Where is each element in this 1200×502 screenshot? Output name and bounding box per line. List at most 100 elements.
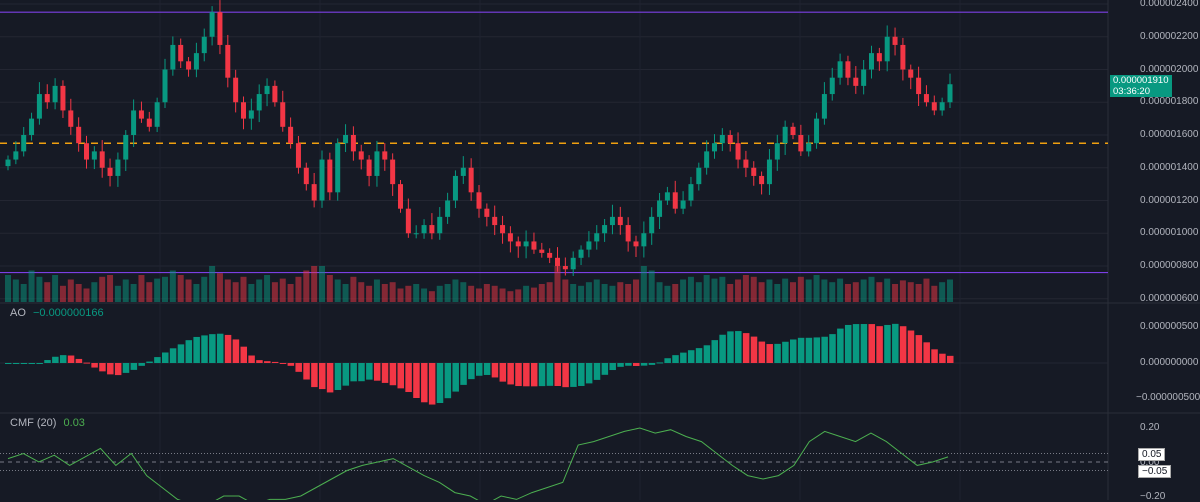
ao-bar: [216, 333, 224, 363]
volume-bar: [844, 284, 851, 302]
ao-legend[interactable]: AO −0.000000166: [10, 307, 104, 319]
volume-bar: [915, 284, 922, 302]
volume-bar: [28, 270, 35, 302]
volume-bar: [907, 282, 914, 302]
ao-bar: [319, 363, 326, 390]
y-axis-tick: 0.000001600: [1140, 129, 1199, 140]
volume-bar: [36, 276, 43, 302]
ao-bar: [625, 363, 632, 366]
ao-bar: [468, 363, 475, 380]
ao-bar: [821, 336, 828, 363]
candle-body: [241, 102, 246, 119]
candle-body: [931, 102, 937, 111]
ao-bar: [562, 363, 569, 388]
candle-body: [186, 61, 192, 70]
candle-body: [5, 159, 11, 167]
volume-bar: [711, 278, 718, 302]
candle-body: [806, 143, 812, 152]
ao-bar: [570, 363, 577, 387]
candle-body: [413, 233, 419, 235]
volume-bar: [562, 279, 569, 302]
y-axis-tick: 0.000002400: [1140, 0, 1199, 9]
ao-bar: [264, 361, 271, 363]
volume-bar: [609, 285, 616, 302]
candle-body: [657, 200, 663, 217]
ao-bar: [83, 362, 90, 364]
candle-body: [335, 143, 341, 193]
candle-body: [625, 225, 631, 242]
candle-body: [939, 102, 945, 111]
ao-bar: [931, 349, 938, 363]
candle-body: [476, 192, 482, 209]
ao-bar: [554, 363, 561, 386]
volume-bar: [295, 276, 302, 302]
candle-body: [170, 44, 176, 70]
ao-tick: 0.000000000: [1140, 357, 1199, 368]
ao-bar: [711, 340, 718, 363]
volume-bar: [750, 276, 757, 302]
ao-bar: [20, 363, 28, 364]
y-axis-tick: 0.000000800: [1140, 260, 1199, 271]
volume-bar: [99, 276, 106, 302]
ao-label: AO: [10, 307, 26, 319]
volume-bar: [193, 284, 200, 302]
volume-bar: [703, 275, 710, 302]
ao-bar: [342, 363, 350, 386]
ao-bar: [232, 339, 240, 363]
volume-bar: [829, 282, 836, 302]
ao-bar: [326, 363, 334, 393]
volume-bar: [107, 275, 114, 302]
candle-body: [547, 252, 553, 258]
candle-body: [115, 159, 121, 176]
ao-bar: [703, 345, 711, 363]
candle-body: [44, 94, 50, 103]
ao-bar: [28, 363, 36, 364]
candle-body: [256, 94, 262, 111]
ao-bar: [248, 355, 255, 363]
cmf-lower-label: −0.05: [1138, 465, 1172, 478]
ao-bar: [67, 355, 75, 363]
ao-bar: [892, 323, 899, 363]
ao-bar: [138, 363, 145, 366]
ao-bar: [169, 348, 177, 363]
candle-body: [617, 216, 623, 226]
ao-bar: [805, 337, 813, 363]
candle-body: [853, 77, 859, 86]
volume-bar: [664, 285, 671, 302]
volume-bar: [67, 279, 74, 302]
volume-bar: [585, 282, 592, 302]
last-price: 0.000001910: [1113, 75, 1169, 86]
volume-bar: [130, 284, 137, 302]
volume-bar: [782, 278, 789, 302]
volume-bar: [617, 282, 624, 302]
candle-body: [766, 159, 772, 185]
ao-bar: [593, 363, 601, 380]
ao-bar: [672, 355, 679, 363]
ao-bar: [609, 363, 616, 371]
ao-bar: [295, 363, 302, 372]
ao-bar: [303, 363, 310, 380]
cmf-tick: −0.20: [1140, 491, 1166, 502]
volume-bar: [884, 278, 891, 302]
candle-body: [437, 216, 443, 234]
ao-bar: [209, 334, 216, 363]
ao-bar: [766, 344, 773, 363]
ao-bar: [852, 324, 860, 363]
candle-body: [131, 110, 137, 135]
candle-body: [154, 102, 160, 127]
volume-bar: [774, 284, 781, 302]
volume-bar: [499, 288, 506, 302]
candle-body: [500, 225, 506, 234]
volume-bar: [342, 284, 349, 302]
candle-body: [782, 126, 788, 144]
candle-body: [900, 44, 906, 70]
ao-bar: [758, 341, 766, 363]
cmf-legend[interactable]: CMF (20) 0.03: [10, 417, 85, 429]
ao-bar: [499, 363, 507, 382]
candle-body: [696, 167, 702, 185]
volume-bar: [554, 266, 561, 302]
ao-bar: [162, 352, 169, 363]
volume-bar: [232, 282, 239, 302]
candle-body: [609, 216, 615, 226]
